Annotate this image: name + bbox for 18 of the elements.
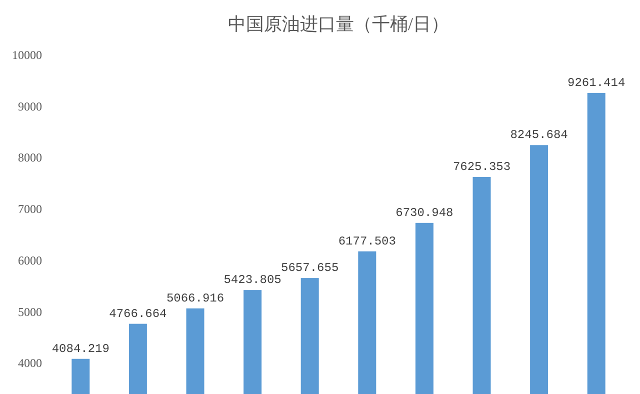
y-tick-label: 8000 — [18, 150, 42, 165]
y-tick-label: 5000 — [18, 304, 42, 319]
data-label: 7625.353 — [452, 160, 511, 174]
data-label: 5066.916 — [166, 291, 224, 306]
y-tick-label: 9000 — [18, 99, 42, 114]
chart-title: 中国原油进口量（千桶/日） — [228, 14, 450, 34]
data-label: 8245.684 — [510, 128, 568, 142]
data-label: 4766.664 — [109, 306, 167, 321]
data-label: 6177.503 — [338, 234, 396, 248]
data-label: 6730.948 — [396, 206, 454, 220]
data-label: 9261.414 — [568, 76, 626, 90]
y-tick-label: 7000 — [18, 202, 42, 216]
y-tick-label: 6000 — [18, 253, 42, 268]
data-label: 5423.805 — [224, 273, 282, 288]
y-tick-label: 10000 — [12, 48, 42, 62]
data-label: 5657.655 — [281, 261, 339, 276]
y-tick-label: 4000 — [18, 356, 42, 370]
data-label: 4084.219 — [52, 342, 110, 356]
